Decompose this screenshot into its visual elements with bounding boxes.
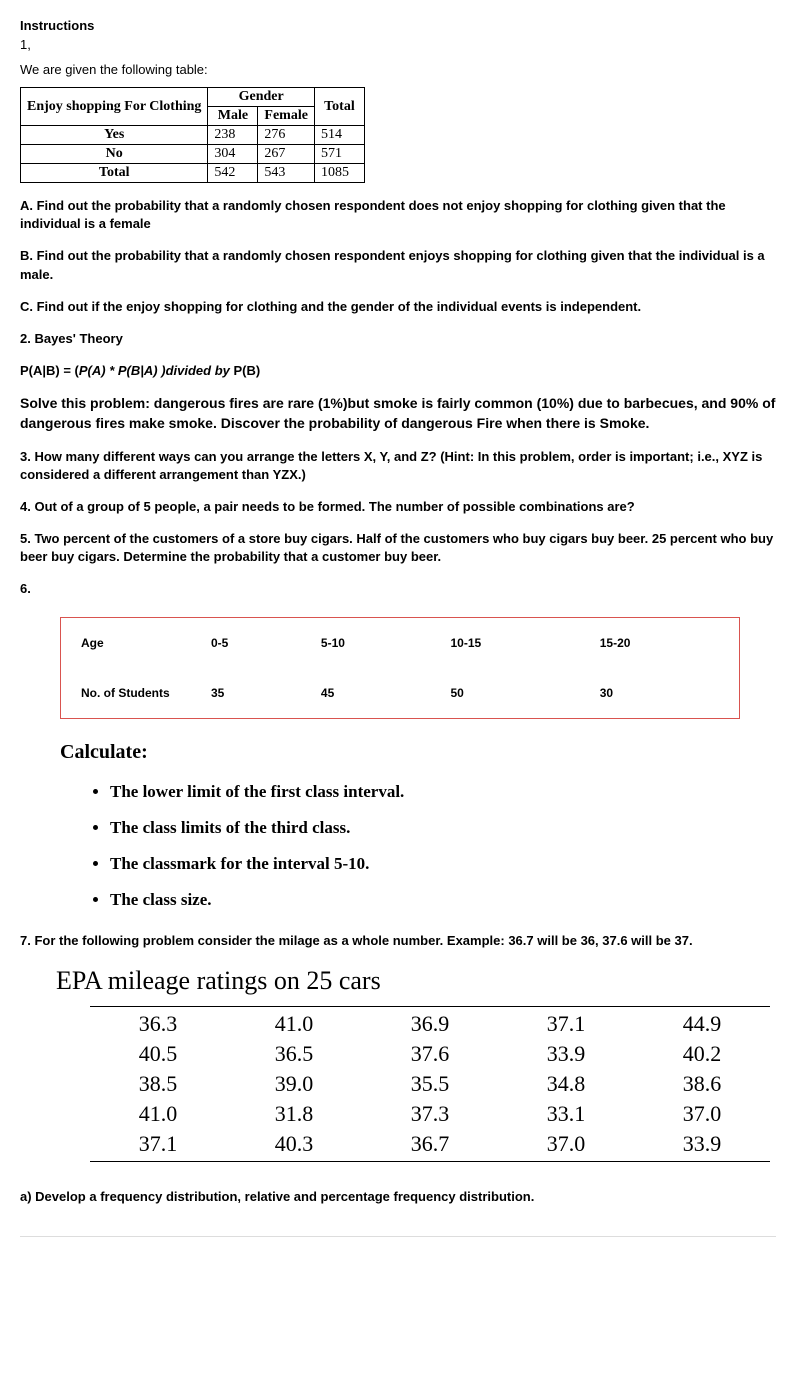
epa-cell: 38.6 [634, 1069, 770, 1099]
question-b: B. Find out the probability that a rando… [20, 247, 776, 283]
q6-table-box: Age 0-5 5-10 10-15 15-20 No. of Students… [60, 617, 740, 719]
calc-item: The lower limit of the first class inter… [110, 782, 776, 802]
ct-cell: 542 [208, 164, 258, 183]
question-2-head: 2. Bayes' Theory [20, 330, 776, 348]
epa-cell: 37.1 [498, 1006, 634, 1039]
bayes-formula: P(A|B) = (P(A) * P(B|A) )divided by P(B) [20, 362, 776, 380]
q6-cell: 50 [441, 668, 590, 718]
epa-cell: 34.8 [498, 1069, 634, 1099]
intro-text: We are given the following table: [20, 62, 776, 77]
question-7: 7. For the following problem consider th… [20, 932, 776, 950]
q6-cell: 0-5 [201, 618, 311, 668]
epa-cell: 33.9 [634, 1129, 770, 1162]
epa-cell: 41.0 [90, 1099, 226, 1129]
ct-col-group: Gender [208, 88, 315, 107]
question-2-body: Solve this problem: dangerous fires are … [20, 394, 776, 433]
epa-cell: 40.2 [634, 1039, 770, 1069]
ct-col-male: Male [208, 107, 258, 126]
q6-cell: 15-20 [590, 618, 739, 668]
epa-cell: 44.9 [634, 1006, 770, 1039]
epa-cell: 37.0 [634, 1099, 770, 1129]
q6-cell: 10-15 [441, 618, 590, 668]
epa-cell: 31.8 [226, 1099, 362, 1129]
epa-cell: 37.0 [498, 1129, 634, 1162]
formula-pre: P(A|B) = ( [20, 363, 79, 378]
calculate-list: The lower limit of the first class inter… [110, 782, 776, 910]
question-a: A. Find out the probability that a rando… [20, 197, 776, 233]
ct-cell: 304 [208, 145, 258, 164]
question-5: 5. Two percent of the customers of a sto… [20, 530, 776, 566]
ct-cell: 543 [258, 164, 315, 183]
q6-cell: 5-10 [311, 618, 441, 668]
ct-row-no-label: No [21, 145, 208, 164]
question-4: 4. Out of a group of 5 people, a pair ne… [20, 498, 776, 516]
q6-cell: 30 [590, 668, 739, 718]
contingency-table: Enjoy shopping For Clothing Gender Total… [20, 87, 365, 183]
epa-cell: 38.5 [90, 1069, 226, 1099]
formula-mid: P(A) * P(B|A) )divided by [79, 363, 230, 378]
formula-post: P(B) [230, 363, 260, 378]
ct-row-header: Enjoy shopping For Clothing [27, 99, 201, 114]
calc-item: The class size. [110, 890, 776, 910]
ct-row-yes-label: Yes [21, 126, 208, 145]
ct-cell: 514 [314, 126, 364, 145]
q6-cell: 45 [311, 668, 441, 718]
epa-cell: 36.7 [362, 1129, 498, 1162]
epa-cell: 33.9 [498, 1039, 634, 1069]
epa-cell: 39.0 [226, 1069, 362, 1099]
epa-cell: 40.5 [90, 1039, 226, 1069]
ct-row-total-label: Total [21, 164, 208, 183]
epa-cell: 37.3 [362, 1099, 498, 1129]
ct-cell: 267 [258, 145, 315, 164]
q6-table: Age 0-5 5-10 10-15 15-20 No. of Students… [61, 618, 739, 718]
calc-item: The class limits of the third class. [110, 818, 776, 838]
calculate-heading: Calculate: [60, 741, 776, 764]
epa-cell: 35.5 [362, 1069, 498, 1099]
ct-cell: 1085 [314, 164, 364, 183]
q6-cell: 35 [201, 668, 311, 718]
epa-title: EPA mileage ratings on 25 cars [56, 966, 776, 996]
epa-cell: 36.3 [90, 1006, 226, 1039]
epa-cell: 36.5 [226, 1039, 362, 1069]
epa-cell: 37.6 [362, 1039, 498, 1069]
question-c: C. Find out if the enjoy shopping for cl… [20, 298, 776, 316]
epa-cell: 41.0 [226, 1006, 362, 1039]
epa-cell: 40.3 [226, 1129, 362, 1162]
ct-col-female: Female [258, 107, 315, 126]
item-one: 1, [20, 37, 776, 52]
ct-cell: 276 [258, 126, 315, 145]
epa-cell: 33.1 [498, 1099, 634, 1129]
calc-item: The classmark for the interval 5-10. [110, 854, 776, 874]
question-7a: a) Develop a frequency distribution, rel… [20, 1188, 776, 1206]
epa-cell: 37.1 [90, 1129, 226, 1162]
ct-cell: 238 [208, 126, 258, 145]
question-3: 3. How many different ways can you arran… [20, 448, 776, 484]
epa-table: 36.3 41.0 36.9 37.1 44.9 40.5 36.5 37.6 … [90, 1006, 770, 1162]
divider [20, 1236, 776, 1237]
q6-age-label: Age [61, 618, 201, 668]
q6-students-label: No. of Students [61, 668, 201, 718]
ct-col-total: Total [314, 88, 364, 126]
question-6: 6. [20, 580, 776, 598]
ct-cell: 571 [314, 145, 364, 164]
instructions-heading: Instructions [20, 18, 776, 33]
epa-cell: 36.9 [362, 1006, 498, 1039]
